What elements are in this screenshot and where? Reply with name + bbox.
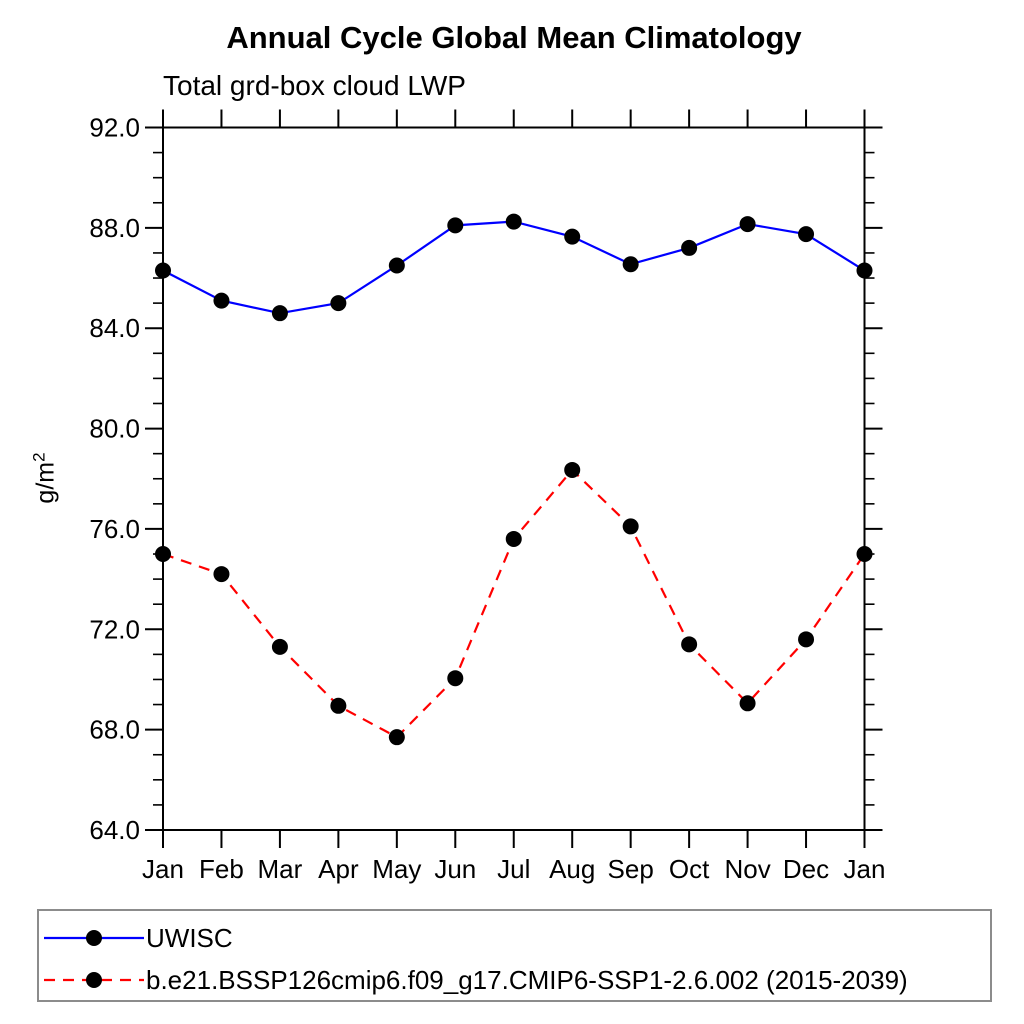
plot-area: 64.0 68.0 72.0 76.0 80.0 84.0 88.0 92.0 Jan Feb Ma… xyxy=(89,109,886,884)
legend-box: UWISC b.e21.BSSP126cmip6.f09_g17.CMIP6-S… xyxy=(37,909,992,1002)
y-tick-label: 76.0 xyxy=(89,514,140,544)
x-tick-label: May xyxy=(372,854,421,884)
data-point-marker xyxy=(681,239,698,256)
data-point-marker xyxy=(330,697,347,714)
legend-item-uwisc: UWISC xyxy=(42,921,233,955)
data-point-marker xyxy=(271,305,288,322)
data-point-marker xyxy=(739,695,756,712)
x-tick-label: Feb xyxy=(199,854,244,884)
data-point-marker xyxy=(388,257,405,274)
y-tick-label: 84.0 xyxy=(89,313,140,343)
data-point-marker xyxy=(213,566,230,583)
x-tick-label: Apr xyxy=(318,854,359,884)
x-tick-label: Mar xyxy=(258,854,303,884)
plot-box xyxy=(162,126,866,831)
chart-subtitle: Total grd-box cloud LWP xyxy=(163,70,466,101)
x-tick-label: Sep xyxy=(608,854,654,884)
x-tick-label: Dec xyxy=(783,854,829,884)
legend-line-sample-dashed xyxy=(44,972,144,988)
legend-sample-marker xyxy=(86,972,102,988)
data-point-marker xyxy=(798,226,815,243)
series-line-0 xyxy=(162,220,866,315)
data-point-marker xyxy=(564,461,581,478)
x-tick-label: Jan xyxy=(844,854,886,884)
y-tick-label: 64.0 xyxy=(89,815,140,845)
data-point-marker xyxy=(447,670,464,687)
data-point-marker xyxy=(798,631,815,648)
legend-line-sample-solid xyxy=(44,930,144,946)
data-point-marker xyxy=(681,636,698,653)
legend-sample-marker xyxy=(86,930,102,946)
data-point-marker xyxy=(213,292,230,309)
x-tick-label: Nov xyxy=(724,854,770,884)
y-tick-label: 80.0 xyxy=(89,414,140,444)
data-point-marker xyxy=(330,295,347,312)
data-point-marker xyxy=(155,546,171,563)
data-point-marker xyxy=(622,256,639,273)
data-point-marker xyxy=(564,228,581,245)
data-point-marker xyxy=(271,638,288,655)
series-line-1 xyxy=(162,468,866,739)
legend-label-model: b.e21.BSSP126cmip6.f09_g17.CMIP6-SSP1-2.… xyxy=(146,964,908,995)
x-tick-label: Jun xyxy=(434,854,476,884)
data-point-marker xyxy=(739,216,756,233)
y-tick-label: 88.0 xyxy=(89,213,140,243)
legend-label-uwisc: UWISC xyxy=(146,922,233,953)
data-point-marker xyxy=(505,530,522,547)
data-point-marker xyxy=(856,546,873,563)
chart-title: Annual Cycle Global Mean Climatology xyxy=(226,20,802,55)
x-tick-label: Oct xyxy=(669,854,710,884)
data-point-marker xyxy=(155,262,171,279)
data-point-marker xyxy=(447,217,464,234)
data-point-marker xyxy=(388,729,405,746)
y-tick-label: 68.0 xyxy=(89,715,140,745)
y-tick-label: 72.0 xyxy=(89,614,140,644)
data-point-marker xyxy=(505,213,522,230)
x-tick-label: Aug xyxy=(549,854,595,884)
data-point-marker xyxy=(856,262,873,279)
x-tick-label: Jul xyxy=(497,854,530,884)
data-point-marker xyxy=(622,518,639,535)
y-tick-label: 92.0 xyxy=(89,113,140,143)
x-tick-label: Jan xyxy=(142,854,184,884)
legend-item-model: b.e21.BSSP126cmip6.f09_g17.CMIP6-SSP1-2.… xyxy=(42,963,908,997)
